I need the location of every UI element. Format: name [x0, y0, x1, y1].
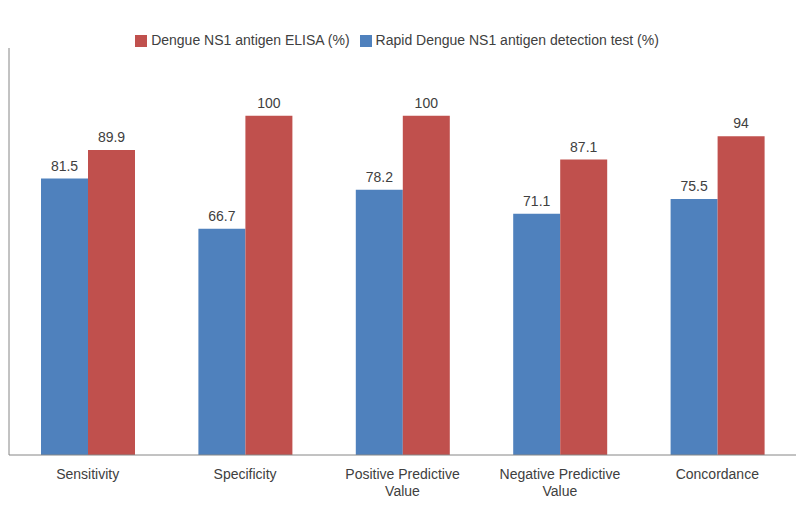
svg-text:Negative PredictiveValue: Negative PredictiveValue	[500, 466, 621, 499]
svg-text:100: 100	[257, 95, 281, 111]
svg-text:87.1: 87.1	[570, 139, 597, 155]
svg-text:78.2: 78.2	[366, 169, 393, 185]
html-text:Rapid Dengue NS1 antigen detec: Rapid Dengue NS1 antigen detection test …	[375, 32, 659, 48]
svg-text:Sensitivity: Sensitivity	[56, 466, 119, 482]
svg-text:89.9: 89.9	[98, 129, 125, 145]
svg-text:Concordance: Concordance	[676, 466, 759, 482]
svg-text:100: 100	[415, 95, 439, 111]
svg-text:75.5: 75.5	[680, 178, 707, 194]
svg-text:71.1: 71.1	[523, 193, 550, 209]
svg-text:66.7: 66.7	[208, 208, 235, 224]
svg-text:94: 94	[733, 115, 749, 131]
svg-text:Positive PredictiveValue: Positive PredictiveValue	[345, 466, 460, 499]
html-text:Dengue NS1 antigen ELISA (%): Dengue NS1 antigen ELISA (%)	[151, 32, 350, 48]
svg-text:Specificity: Specificity	[214, 466, 277, 482]
svg-text:81.5: 81.5	[51, 158, 78, 174]
